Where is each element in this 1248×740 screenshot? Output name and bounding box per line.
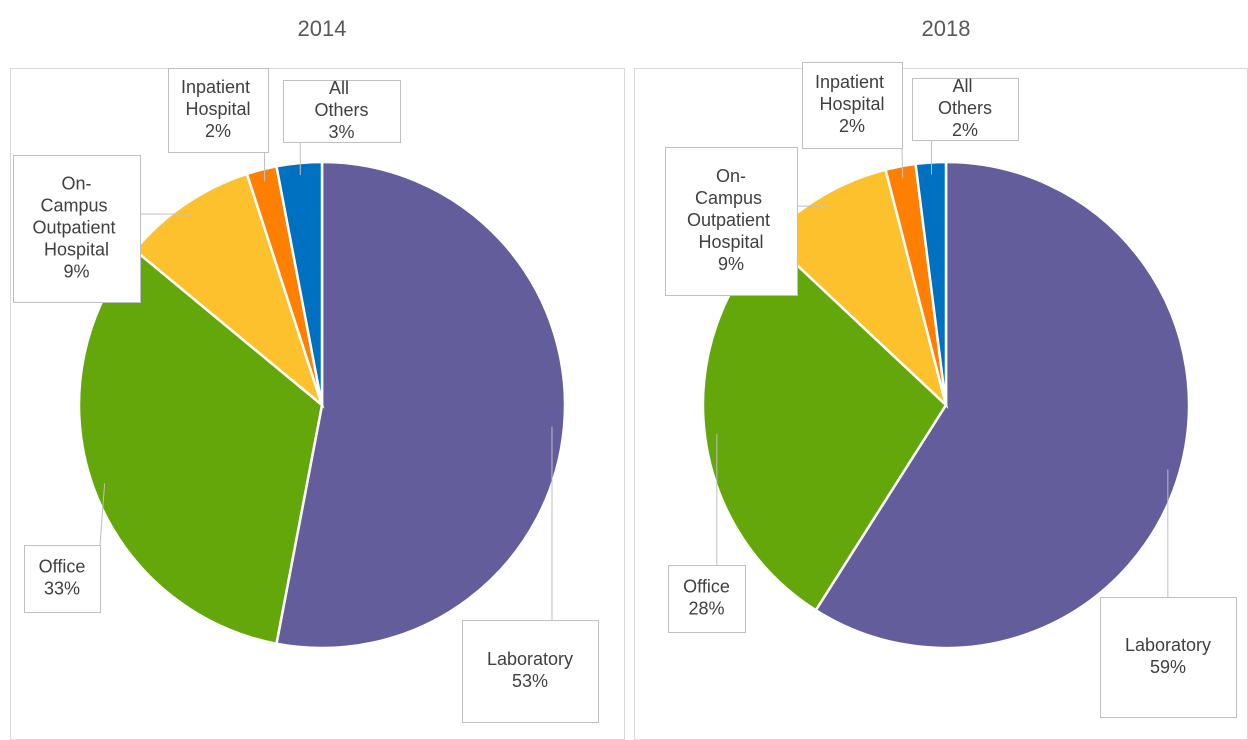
value-label: 9%: [63, 261, 89, 281]
value-label: 3%: [328, 122, 354, 142]
category-label: Inpatient Hospital: [815, 72, 889, 114]
pie-slice: [275, 160, 567, 650]
label-box: [24, 545, 101, 613]
label-box: [283, 80, 401, 143]
category-label: Laboratory: [487, 649, 573, 669]
label-box: [665, 147, 798, 296]
category-label: Office: [683, 576, 730, 596]
value-label: 2%: [205, 121, 231, 141]
leader-line: [99, 483, 106, 546]
category-label: Inpatient Hospital: [181, 77, 255, 119]
category-label: All Others: [314, 78, 368, 120]
label-box: [462, 620, 599, 723]
label-box: [168, 68, 269, 153]
value-label: 59%: [1150, 657, 1186, 677]
value-label: 28%: [688, 598, 724, 618]
pie-slice: [914, 160, 948, 406]
category-label: Laboratory: [1125, 635, 1211, 655]
pie-slice: [77, 248, 324, 646]
label-box: [1100, 597, 1237, 718]
label-box: [13, 155, 141, 303]
chart-title: 2014: [298, 16, 347, 41]
category-label: On-Campus Outpatient Hospital: [32, 173, 120, 259]
pie-slice: [814, 160, 1191, 650]
value-label: 9%: [718, 254, 744, 274]
value-label: 2%: [952, 120, 978, 140]
category-label: All Others: [938, 76, 992, 118]
category-label: Office: [39, 556, 86, 576]
leader-line: [901, 147, 904, 179]
label-box: [912, 78, 1019, 141]
value-label: 2%: [839, 116, 865, 136]
category-label: On-Campus Outpatient Hospital: [687, 166, 775, 252]
value-label: 53%: [512, 671, 548, 691]
label-box: [802, 62, 903, 149]
label-box: [668, 565, 746, 633]
pie-slice: [275, 160, 324, 406]
chart-title: 2018: [922, 16, 971, 41]
value-label: 33%: [44, 578, 80, 598]
